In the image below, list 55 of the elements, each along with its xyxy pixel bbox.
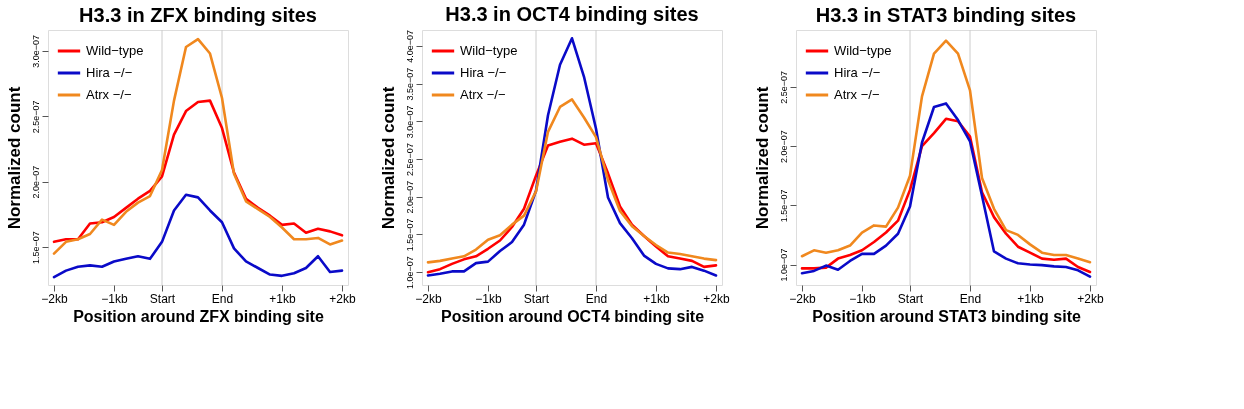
y-tick-label: 3.0e−07 bbox=[404, 105, 415, 139]
x-tick-label: +1kb bbox=[1017, 291, 1044, 306]
y-tick-label: 1.0e−07 bbox=[404, 256, 415, 290]
x-tick-label: +2kb bbox=[703, 291, 730, 306]
x-tick-label: −1kb bbox=[849, 291, 876, 306]
legend-label: Wild−type bbox=[460, 43, 518, 58]
legend-label: Atrx −/− bbox=[460, 87, 506, 102]
y-tick-label: 2.0e−07 bbox=[404, 180, 415, 214]
x-tick-label: +1kb bbox=[643, 291, 670, 306]
chart-title: H3.3 in STAT3 binding sites bbox=[815, 3, 1077, 26]
legend-label: Wild−type bbox=[86, 43, 144, 58]
legend-label: Hira −/− bbox=[86, 65, 133, 80]
x-tick-label: −2kb bbox=[41, 291, 68, 306]
line-series bbox=[52, 37, 344, 255]
y-axis-title: Normalized count bbox=[752, 86, 772, 230]
x-tick-label: Start bbox=[897, 291, 924, 306]
x-tick-label: Start bbox=[523, 291, 550, 306]
line-series bbox=[800, 39, 1092, 264]
y-tick-label: 2.0e−07 bbox=[30, 165, 41, 199]
line-series bbox=[426, 98, 718, 264]
x-tick-label: +2kb bbox=[1077, 291, 1104, 306]
x-tick-label: −2kb bbox=[789, 291, 816, 306]
y-tick-label: 2.5e−07 bbox=[30, 100, 41, 134]
x-tick-label: −2kb bbox=[415, 291, 442, 306]
y-tick-label: 1.0e−07 bbox=[778, 248, 789, 282]
x-tick-label: End bbox=[959, 291, 982, 306]
legend-label: Hira −/− bbox=[460, 65, 507, 80]
y-tick-label: 3.5e−07 bbox=[404, 67, 415, 101]
x-axis-title: Position around ZFX binding site bbox=[73, 307, 324, 325]
y-tick-label: 1.5e−07 bbox=[778, 189, 789, 223]
y-tick-label: 3.0e−07 bbox=[30, 35, 41, 68]
legend-label: Atrx −/− bbox=[834, 87, 880, 102]
x-axis-title: Position around STAT3 binding site bbox=[812, 307, 1081, 325]
x-tick-label: End bbox=[211, 291, 234, 306]
y-tick-label: 2.5e−07 bbox=[404, 143, 415, 176]
y-tick-label: 4.0e−07 bbox=[404, 29, 415, 63]
x-tick-label: +2kb bbox=[329, 291, 356, 306]
x-axis-title: Position around OCT4 binding site bbox=[440, 307, 705, 325]
chart-title: H3.3 in ZFX binding sites bbox=[79, 3, 317, 26]
legend-label: Hira −/− bbox=[834, 65, 881, 80]
y-tick-label: 2.0e−07 bbox=[778, 130, 789, 163]
x-tick-label: −1kb bbox=[475, 291, 502, 306]
y-axis-title: Normalized count bbox=[378, 86, 398, 230]
chart-title: H3.3 in OCT4 binding sites bbox=[445, 3, 699, 26]
x-tick-label: End bbox=[585, 291, 608, 306]
x-tick-label: +1kb bbox=[269, 291, 296, 306]
x-tick-label: Start bbox=[149, 291, 176, 306]
legend-label: Atrx −/− bbox=[86, 87, 132, 102]
line-series bbox=[52, 193, 344, 279]
y-tick-label: 2.5e−07 bbox=[778, 70, 789, 104]
y-axis-title: Normalized count bbox=[4, 86, 24, 230]
y-tick-label: 1.5e−07 bbox=[404, 218, 415, 252]
legend-label: Wild−type bbox=[834, 43, 892, 58]
y-tick-label: 1.5e−07 bbox=[30, 231, 41, 264]
x-tick-label: −1kb bbox=[101, 291, 128, 306]
